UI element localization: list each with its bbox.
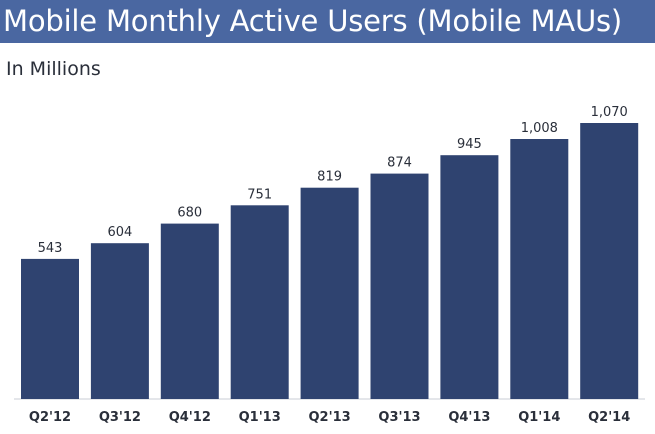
x-tick-labels-group: Q2'12 Q3'12 Q4'12 Q1'13 Q2'13 Q3'13 Q4'13 Q1'14… [29, 410, 630, 425]
bars-group [21, 123, 639, 399]
data-label: 945 [457, 137, 482, 152]
bar [440, 155, 499, 399]
x-tick-label: Q3'12 [99, 410, 141, 425]
bar [300, 187, 359, 399]
bar [370, 173, 429, 399]
value-labels-group: 543 604 680 751 819 874 945 1,008 1,070 [38, 105, 628, 256]
chart-title: Mobile Monthly Active Users (Mobile MAUs… [3, 4, 622, 38]
x-tick-label: Q4'13 [448, 410, 490, 425]
data-label: 604 [107, 225, 132, 240]
bar [90, 243, 149, 399]
bar [510, 139, 569, 399]
data-label: 1,070 [591, 105, 628, 120]
data-label: 1,008 [521, 121, 558, 136]
x-tick-label: Q1'13 [239, 410, 281, 425]
x-tick-label: Q2'12 [29, 410, 71, 425]
x-tick-label: Q3'13 [378, 410, 420, 425]
bar [21, 258, 79, 399]
chart-title-bar: Mobile Monthly Active Users (Mobile MAUs… [0, 0, 655, 43]
data-label: 874 [387, 156, 412, 171]
bar [580, 123, 639, 399]
bar [160, 223, 219, 399]
data-label: 819 [317, 170, 342, 185]
data-label: 680 [177, 206, 202, 221]
bar [230, 205, 289, 399]
data-label: 751 [247, 187, 272, 202]
chart-subtitle: In Millions [6, 58, 101, 80]
x-tick-label: Q2'13 [309, 410, 351, 425]
x-tick-label: Q2'14 [588, 410, 630, 425]
x-tick-label: Q1'14 [518, 410, 560, 425]
x-tick-label: Q4'12 [169, 410, 211, 425]
data-label: 543 [38, 241, 63, 256]
